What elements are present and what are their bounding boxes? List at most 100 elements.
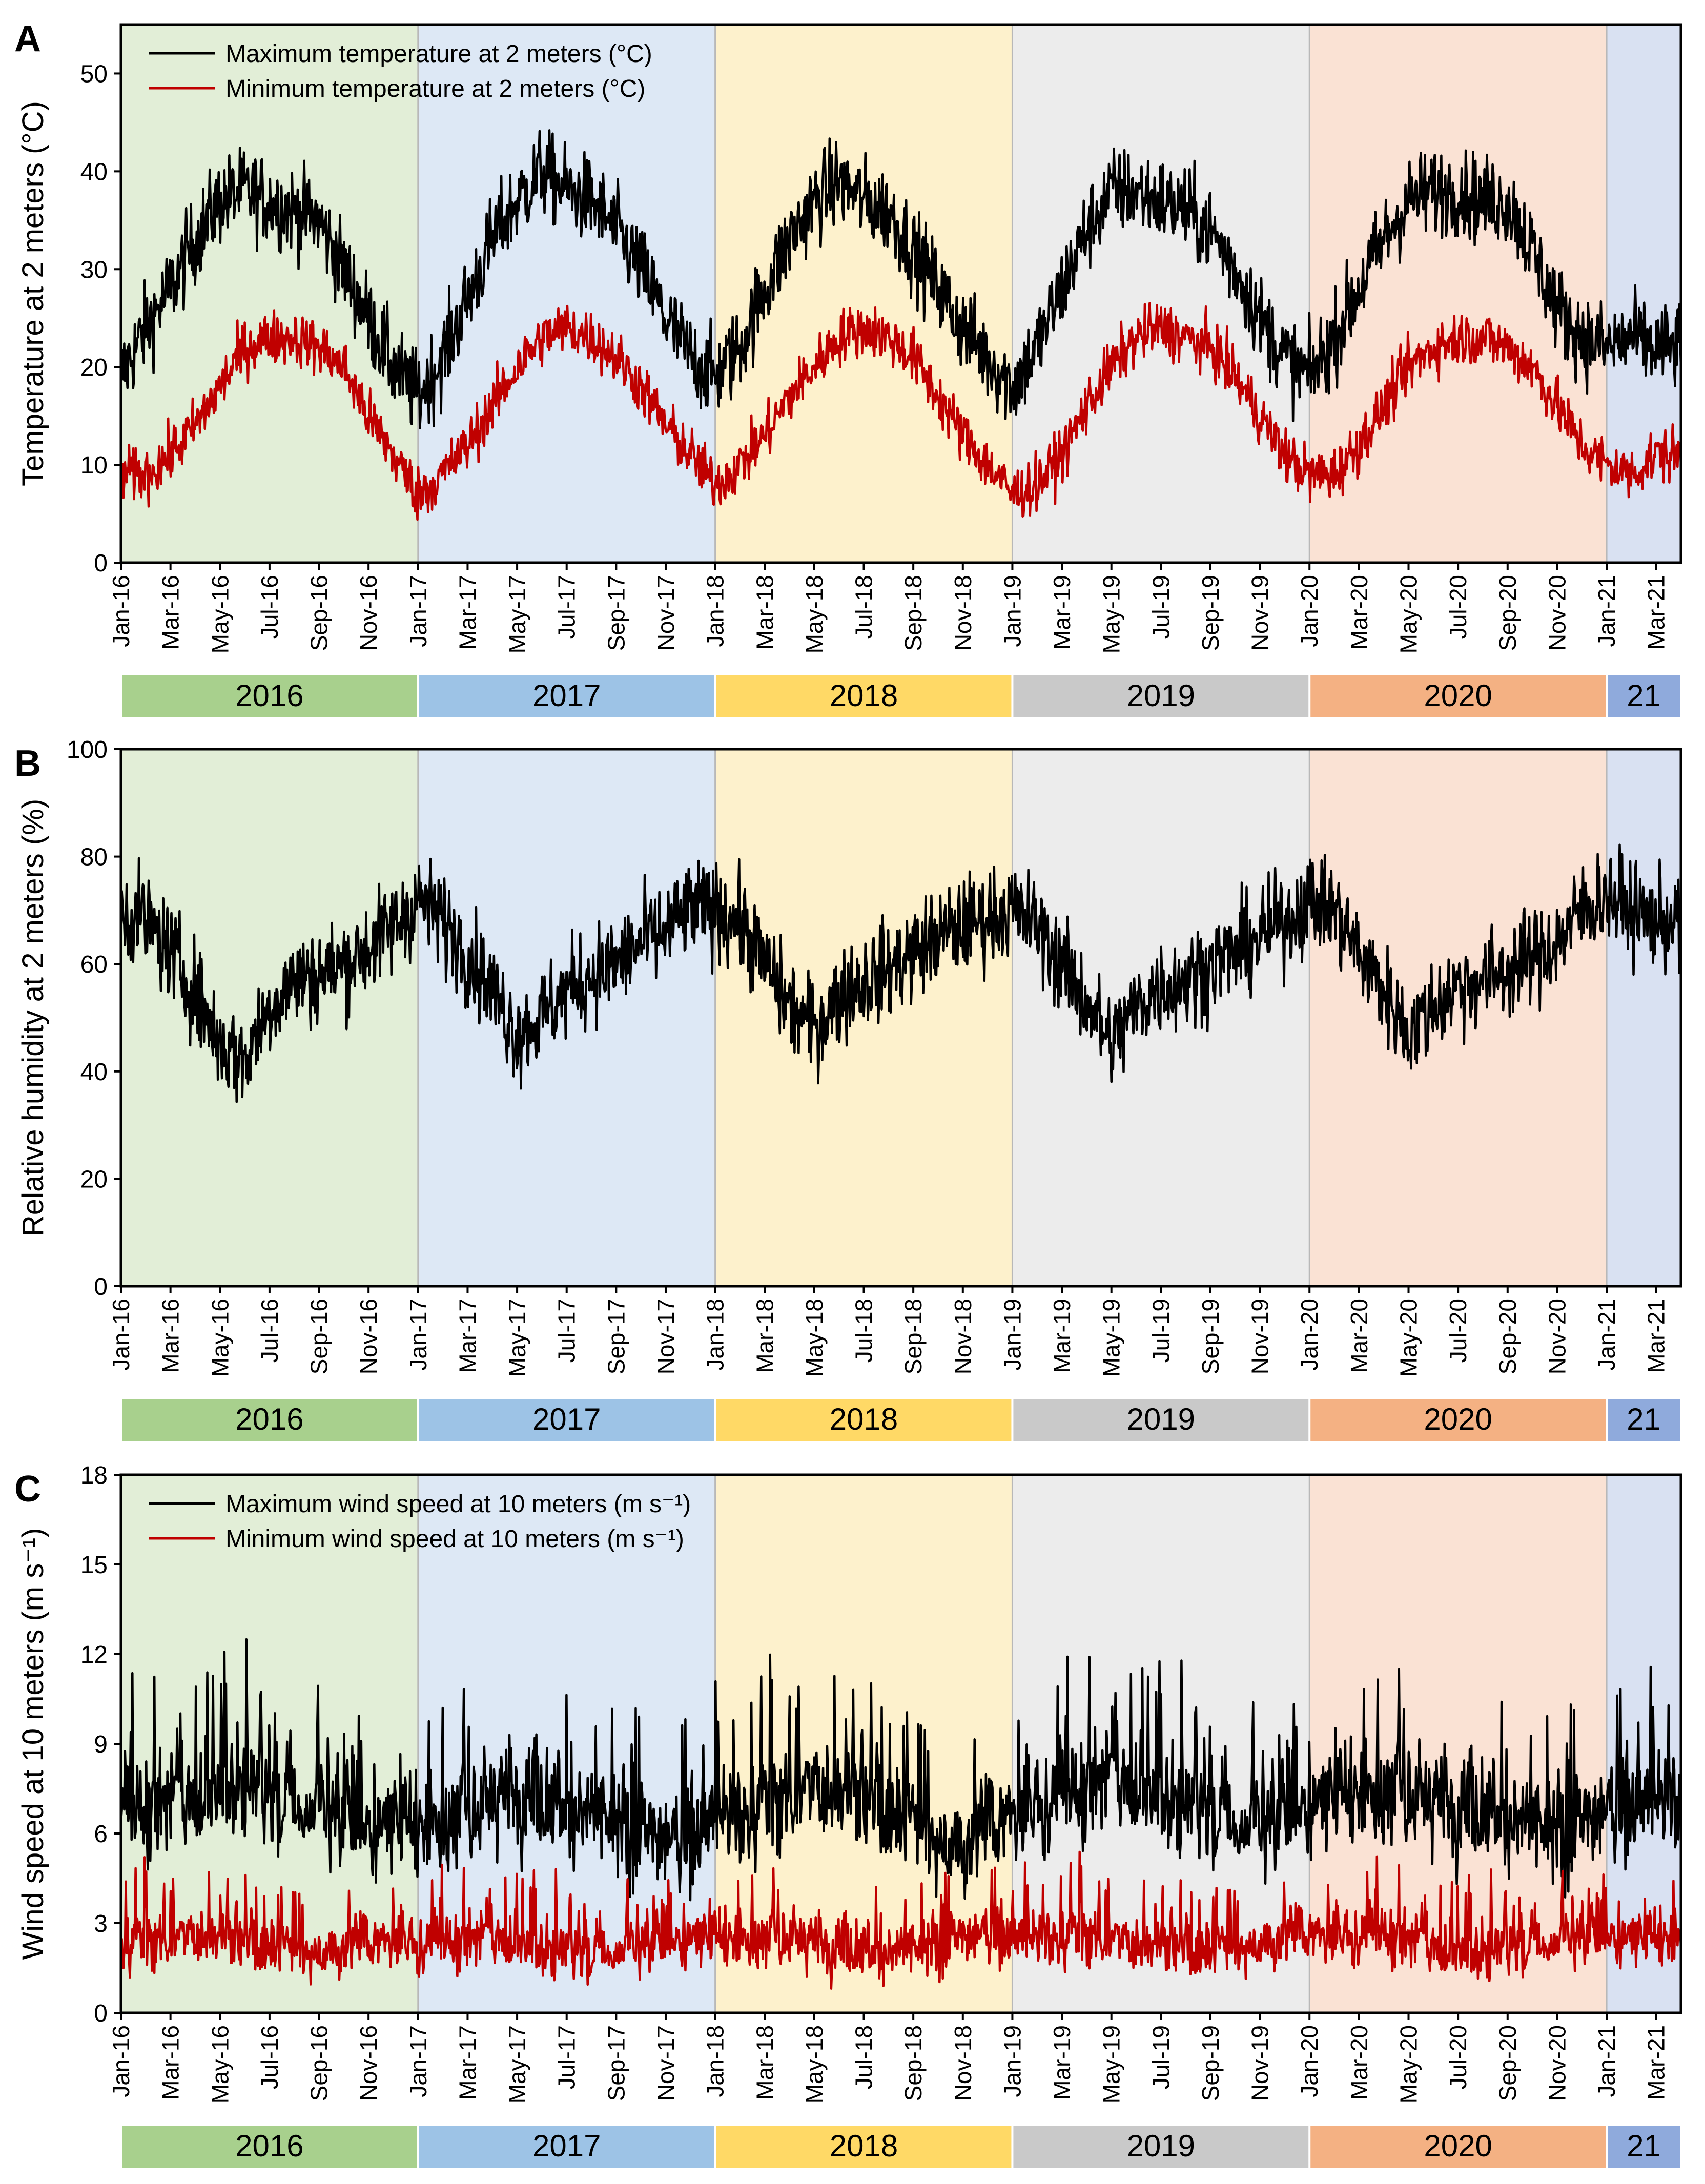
- x-tick-label: Mar-21: [1643, 1299, 1670, 1373]
- x-tick-label: Sep-18: [900, 2025, 927, 2101]
- year-bar-label: 2018: [830, 678, 898, 713]
- x-tick-label: Mar-17: [454, 575, 481, 650]
- year-shade-2020: [1309, 749, 1607, 1286]
- x-tick-label: May-17: [504, 575, 530, 653]
- x-tick-label: Jan-18: [702, 2025, 729, 2097]
- year-bar-2016: [122, 675, 417, 717]
- x-tick-label: May-20: [1395, 2025, 1422, 2104]
- x-tick-label: Sep-20: [1494, 575, 1521, 651]
- x-tick-label: Jan-17: [405, 2025, 432, 2097]
- x-tick-label: Nov-17: [652, 2025, 679, 2101]
- x-tick-label: Nov-16: [355, 575, 382, 651]
- x-tick-label: Sep-20: [1494, 2025, 1521, 2101]
- x-tick-label: Mar-18: [751, 1299, 778, 1373]
- x-tick-label: Nov-19: [1247, 2025, 1273, 2101]
- x-tick-label: Mar-21: [1643, 2025, 1670, 2100]
- legend-label: Maximum wind speed at 10 meters (m s⁻¹): [225, 1491, 691, 1518]
- x-tick-label: May-18: [801, 575, 828, 653]
- x-tick-label: Jan-20: [1296, 575, 1323, 647]
- year-bar-label: 2018: [830, 1402, 898, 1436]
- x-tick-label: Jan-20: [1296, 1299, 1323, 1371]
- x-tick-label: Mar-21: [1643, 575, 1670, 650]
- x-tick-label: Jul-18: [851, 575, 877, 639]
- x-tick-label: Mar-20: [1346, 2025, 1372, 2100]
- x-tick-label: Nov-19: [1247, 1299, 1273, 1374]
- year-bar-2020: [1310, 675, 1606, 717]
- year-bar-2016: [122, 1399, 417, 1441]
- x-tick-label: Jul-16: [256, 575, 283, 639]
- year-bar-label: 2020: [1424, 678, 1492, 713]
- x-tick-label: Jan-16: [108, 2025, 134, 2097]
- year-bar-label: 2018: [830, 2129, 898, 2163]
- x-tick-label: Nov-18: [950, 2025, 976, 2101]
- year-bar-label: 21: [1627, 1402, 1661, 1436]
- y-axis-label: Temperature at 2 meters (°C): [16, 101, 50, 486]
- x-tick-label: May-17: [504, 1299, 530, 1377]
- x-tick-label: Jan-18: [702, 1299, 729, 1371]
- year-shade-2018: [715, 749, 1013, 1286]
- y-tick-label: 100: [67, 736, 108, 764]
- x-tick-label: Sep-18: [900, 1299, 927, 1374]
- x-tick-label: Jul-18: [851, 1299, 877, 1363]
- year-bar-label: 2019: [1127, 2129, 1195, 2163]
- year-bar-21: [1608, 675, 1680, 717]
- y-tick-label: 40: [80, 158, 108, 186]
- year-bar-label: 2016: [235, 678, 303, 713]
- x-tick-label: Nov-20: [1544, 575, 1570, 651]
- x-tick-label: May-17: [504, 2025, 530, 2104]
- x-tick-label: Mar-18: [751, 2025, 778, 2100]
- year-bar-2017: [419, 1399, 714, 1441]
- year-bar-2019: [1013, 675, 1309, 717]
- x-tick-label: Jul-19: [1147, 1299, 1174, 1363]
- y-tick-label: 12: [80, 1641, 108, 1668]
- y-tick-label: 30: [80, 256, 108, 283]
- x-tick-label: Jan-17: [405, 1299, 432, 1371]
- year-bar-21: [1608, 2126, 1680, 2168]
- series-min-line: [119, 1850, 1682, 1990]
- panel-letter: C: [14, 1469, 41, 1510]
- x-tick-label: Sep-19: [1197, 575, 1224, 651]
- year-bar-2020: [1310, 1399, 1606, 1441]
- year-bar-2019: [1013, 2126, 1309, 2168]
- x-tick-label: Jul-20: [1445, 1299, 1471, 1363]
- x-tick-label: Jan-19: [999, 1299, 1025, 1371]
- x-tick-label: Mar-18: [751, 575, 778, 650]
- x-tick-label: Jul-18: [851, 2025, 877, 2089]
- x-tick-label: May-20: [1395, 1299, 1422, 1377]
- x-tick-label: Mar-19: [1049, 1299, 1075, 1373]
- panel-c: 0 3 6 9 12 15 18 Wind speed at 10 meters (m s⁻¹…: [14, 1462, 1682, 2168]
- x-tick-label: Nov-17: [652, 575, 679, 651]
- x-tick-label: Jan-17: [405, 575, 432, 647]
- x-tick-label: Mar-17: [454, 2025, 481, 2100]
- x-tick-label: Nov-20: [1544, 2025, 1570, 2101]
- x-tick-label: Jan-21: [1593, 575, 1620, 647]
- x-tick-label: Mar-17: [454, 1299, 481, 1373]
- panel-letter: A: [14, 18, 41, 59]
- x-tick-label: May-16: [207, 1299, 233, 1377]
- y-tick-label: 3: [94, 1910, 108, 1938]
- y-tick-label: 40: [80, 1059, 108, 1086]
- x-tick-label: Jan-18: [702, 575, 729, 647]
- x-tick-label: Sep-16: [306, 1299, 333, 1374]
- year-bar-label: 21: [1627, 678, 1661, 713]
- y-tick-label: 6: [94, 1821, 108, 1848]
- year-bar-label: 2019: [1127, 1402, 1195, 1436]
- x-tick-label: May-18: [801, 1299, 828, 1377]
- x-tick-label: Jul-19: [1147, 2025, 1174, 2089]
- y-tick-label: 9: [94, 1731, 108, 1758]
- x-tick-label: May-19: [1098, 2025, 1125, 2104]
- x-tick-label: Jul-17: [553, 2025, 580, 2089]
- y-axis-label: Relative humidity at 2 meters (%): [16, 799, 50, 1237]
- year-bar-label: 2017: [532, 678, 601, 713]
- y-tick-label: 0: [94, 550, 108, 577]
- year-bar-label: 2017: [532, 1402, 601, 1436]
- panel-letter: B: [14, 743, 41, 784]
- year-bar-label: 2016: [235, 1402, 303, 1436]
- series-min-line: [119, 302, 1682, 521]
- legend-label: Maximum temperature at 2 meters (°C): [225, 40, 652, 68]
- panel-b: 0 20 40 60 80 100 Relative humidity at 2 meter…: [14, 736, 1682, 1441]
- x-tick-label: Mar-16: [157, 1299, 184, 1373]
- x-tick-label: Sep-20: [1494, 1299, 1521, 1374]
- x-tick-label: Nov-16: [355, 1299, 382, 1374]
